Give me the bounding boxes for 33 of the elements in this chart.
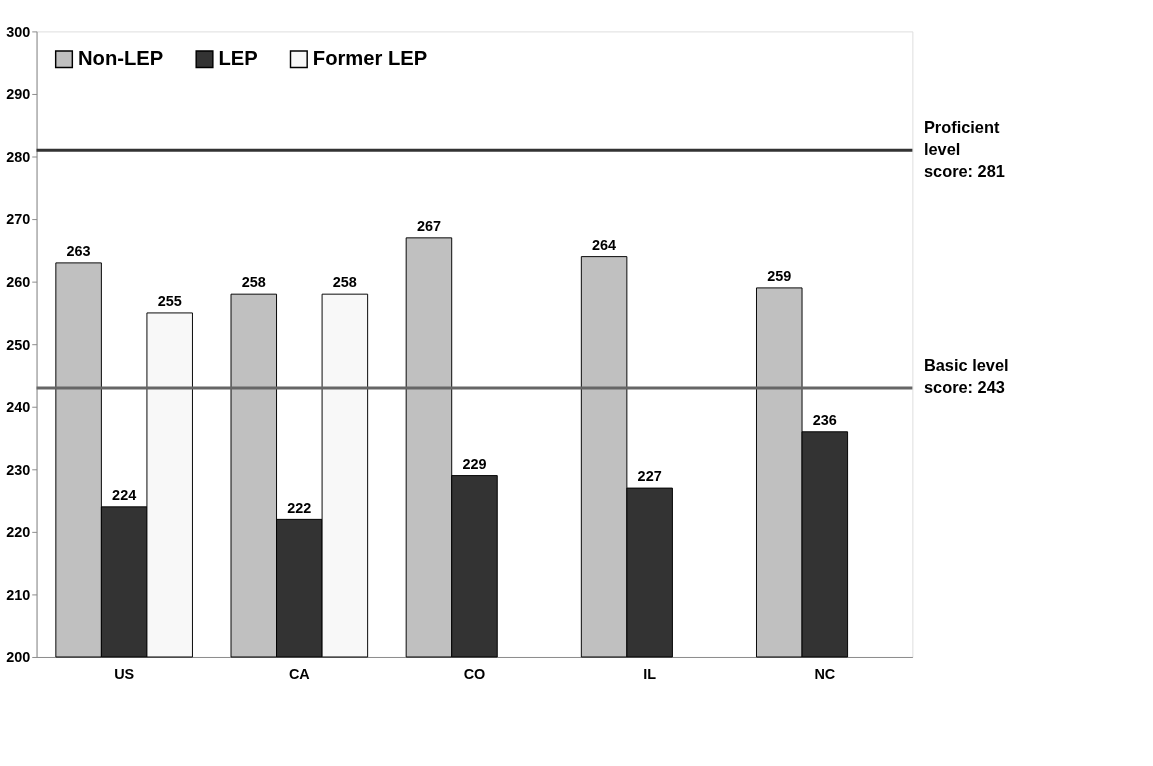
x-tick-label: CA — [288, 665, 311, 682]
data-label: 258 — [241, 274, 266, 291]
data-label: 264 — [592, 236, 617, 253]
y-tick-label: 240 — [6, 399, 31, 416]
y-tick-label: 270 — [6, 211, 31, 228]
data-label: 229 — [462, 455, 487, 472]
y-tick-label: 210 — [6, 586, 31, 603]
data-label: 222 — [287, 499, 312, 516]
data-label: 236 — [812, 412, 837, 429]
x-tick-label: NC — [814, 665, 836, 682]
data-label: 227 — [637, 468, 662, 485]
data-label: 255 — [157, 293, 182, 310]
y-tick-label: 250 — [6, 336, 31, 353]
data-label: 267 — [416, 218, 441, 235]
ref-line-label: Proficient level score: 281 — [923, 117, 1005, 181]
y-tick-label: 260 — [6, 273, 31, 290]
legend-label: Former LEP — [312, 47, 428, 70]
data-label: 259 — [767, 268, 792, 285]
y-tick-label: 230 — [6, 461, 31, 478]
data-label: 258 — [332, 274, 357, 291]
ref-line-label: Basic level score: 243 — [923, 355, 1009, 396]
x-tick-label: CO — [463, 665, 486, 682]
legend-label: Non-LEP — [77, 47, 164, 70]
x-tick-label: IL — [643, 665, 657, 682]
y-tick-label: 220 — [6, 524, 31, 541]
legend-label: LEP — [218, 47, 258, 70]
y-tick-label: 300 — [6, 23, 31, 40]
data-label: 263 — [66, 243, 91, 260]
y-tick-label: 200 — [6, 649, 31, 666]
x-tick-label: US — [114, 665, 135, 682]
y-tick-label: 290 — [6, 86, 31, 103]
y-tick-label: 280 — [6, 148, 31, 165]
data-label: 224 — [112, 487, 137, 504]
